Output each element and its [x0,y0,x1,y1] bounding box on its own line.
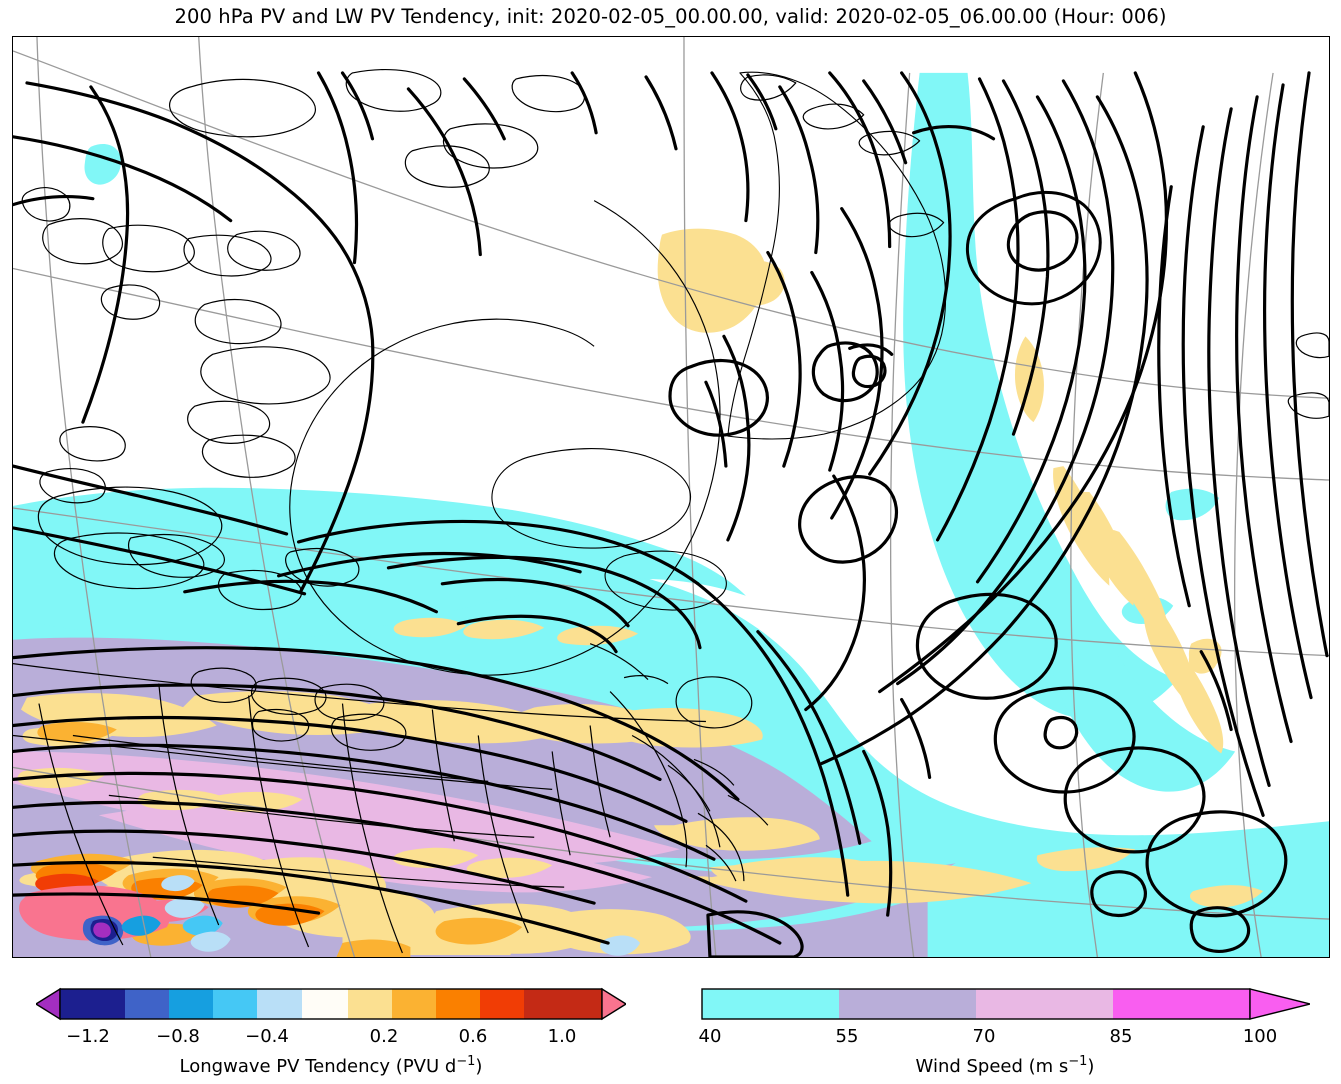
pv-colorbar-over-arrow [601,987,626,1021]
wind-speed-colorbar[interactable]: 40 55 70 85 100 Wind Speed (m s−1) [698,986,1310,1084]
pv-tendency-colorbar[interactable]: −1.2 −0.8 −0.4 0.2 0.6 1.0 Longwave PV T… [36,986,626,1084]
pv-tick-5: 1.0 [547,1026,577,1047]
pv-contour-layer [13,71,1329,957]
pv-tick-4: 0.6 [458,1026,488,1047]
pv-colorbar-label: Longwave PV Tendency (PVU d−1) [36,1054,626,1077]
wind-colorbar-over-arrow [1249,988,1310,1020]
pv-colorbar-label-text: Longwave PV Tendency (PVU d−1) [179,1054,483,1077]
pv-colorbar-under-arrow [36,987,61,1021]
map-panel[interactable] [12,36,1330,958]
pv-colorbar-swatches [36,987,626,1021]
wind-tick-2: 70 [972,1026,996,1047]
pv-tick-0: −1.2 [66,1026,110,1047]
wind-tick-0: 40 [698,1026,722,1047]
pv-tick-2: −0.4 [245,1026,289,1047]
wind-tick-3: 85 [1109,1026,1133,1047]
map-canvas [13,37,1329,957]
pv-tick-1: −0.8 [156,1026,200,1047]
wind-tick-4: 100 [1242,1026,1278,1047]
wind-colorbar-label-text: Wind Speed (m s−1) [915,1054,1095,1077]
wind-tick-1: 55 [835,1026,859,1047]
wind-colorbar-swatches [701,988,1310,1020]
wind-colorbar-label: Wind Speed (m s−1) [700,1054,1310,1077]
graticule-layer [13,37,1329,957]
page-title: 200 hPa PV and LW PV Tendency, init: 202… [174,5,1167,28]
pv-tick-3: 0.2 [369,1026,399,1047]
coastline-layer [13,68,1329,954]
